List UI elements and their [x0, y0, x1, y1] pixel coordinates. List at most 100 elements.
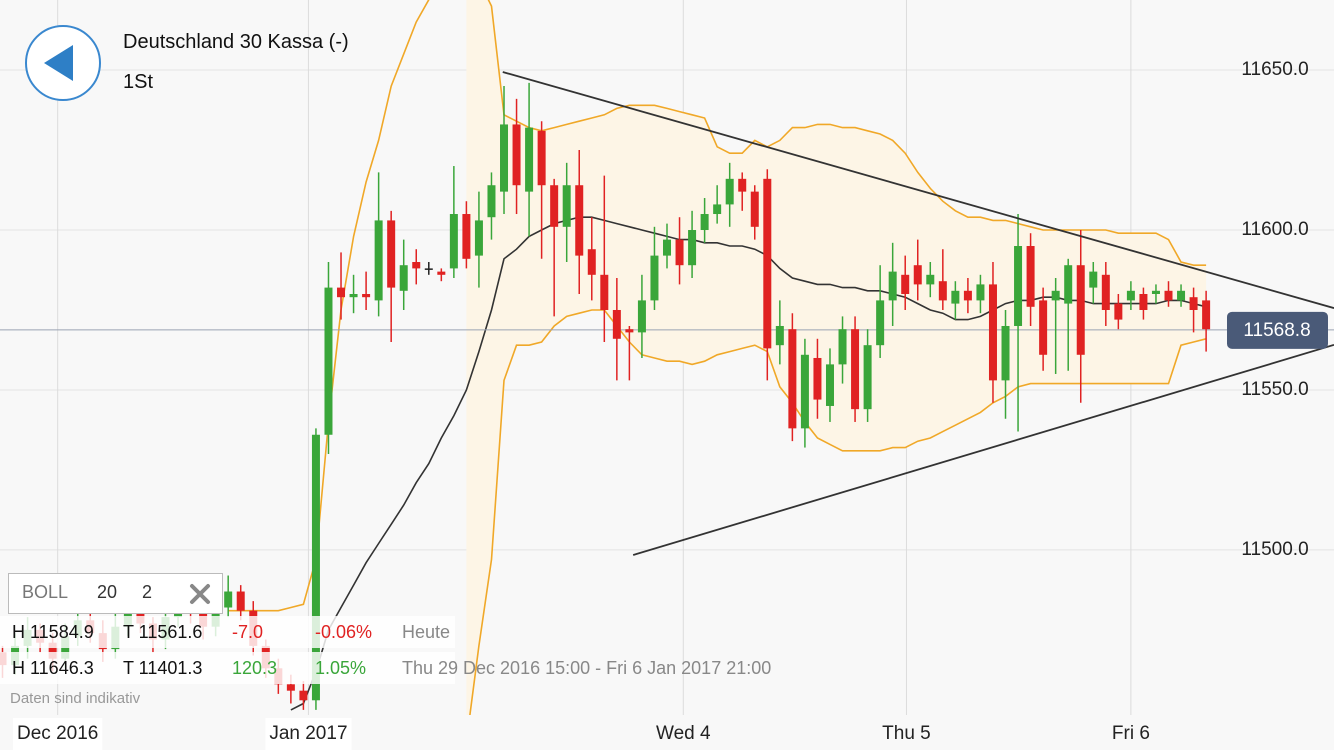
candle-body: [1202, 300, 1211, 330]
candle-body: [324, 287, 333, 435]
x-tick-label: Thu 5: [882, 723, 931, 744]
candle-body: [763, 178, 772, 349]
candle-body: [1089, 271, 1098, 288]
candle-body: [424, 268, 433, 270]
stat-change: 120.3: [232, 658, 278, 678]
x-tick-label: Fri 6: [1112, 723, 1150, 744]
candle-body: [550, 185, 559, 227]
candle-body: [713, 204, 722, 215]
candle-body: [500, 124, 509, 192]
y-tick-label: 11500.0: [1241, 539, 1308, 560]
candle-body: [562, 185, 571, 227]
stat-range: Heute: [402, 622, 451, 642]
stat-change: -7.0: [232, 622, 264, 642]
candle-body: [725, 178, 734, 205]
back-arrow: [44, 45, 73, 81]
candle-body: [813, 357, 822, 400]
candle-body: [926, 274, 935, 285]
stats-panel: H 11584.9 T 11561.6 -7.0 -0.06% Heute H …: [0, 616, 820, 688]
candle-body: [750, 191, 759, 227]
candle-body: [1189, 297, 1198, 310]
candle-body: [575, 185, 584, 256]
stat-low: T 11561.6: [123, 622, 203, 642]
candle-body: [387, 220, 396, 288]
bollinger-upper: [228, 0, 1207, 612]
candle-body: [1026, 246, 1035, 307]
candle-body: [863, 345, 872, 410]
candle-body: [913, 265, 922, 285]
candle-body: [1101, 274, 1110, 310]
bollinger-lower: [469, 309, 1207, 715]
candle-body: [349, 293, 358, 298]
indicator-name: BOLL: [22, 582, 69, 602]
candle-body: [888, 271, 897, 301]
candle-body: [775, 325, 784, 346]
x-tick-label: Dec 2016: [17, 723, 98, 744]
x-label-bg: [13, 718, 103, 750]
stat-percent: 1.05%: [315, 658, 367, 678]
candle-body: [663, 239, 671, 256]
candle-body: [700, 214, 709, 231]
candle-body: [1064, 265, 1073, 304]
candle-body: [988, 284, 997, 381]
stats-row: H 11646.3 T 11401.3 120.3 1.05% Thu 29 D…: [0, 652, 771, 684]
candle-body: [587, 249, 596, 275]
interval[interactable]: 1St: [123, 71, 154, 93]
candle-body: [612, 309, 621, 339]
candle-body: [876, 300, 885, 346]
close-icon: [190, 584, 210, 604]
candle-body: [675, 239, 684, 266]
candle-body: [512, 124, 521, 186]
stat-range: Thu 29 Dec 2016 15:00 - Fri 6 Jan 2017 2…: [402, 658, 772, 678]
candle-body: [963, 290, 972, 301]
candle-body: [1151, 290, 1160, 294]
candle-body: [1014, 246, 1023, 326]
candle-body: [224, 591, 233, 608]
candle-body: [600, 274, 609, 310]
last-price-label: 11568.8: [1243, 320, 1310, 341]
stat-high: H 11646.3: [12, 658, 94, 678]
x-label-bg: [265, 718, 352, 750]
candle-body: [362, 293, 371, 298]
stat-low: T 11401.3: [123, 658, 203, 678]
candle-body: [951, 290, 960, 304]
y-tick-label: 11550.0: [1241, 379, 1308, 400]
candle-body: [1076, 265, 1085, 355]
candle-body: [637, 300, 646, 333]
candle-body: [236, 591, 245, 611]
indicator-deviation: 2: [142, 582, 153, 602]
candle-body: [412, 262, 421, 269]
candle-body: [800, 354, 809, 429]
trend-line: [632, 344, 1334, 556]
indicator-box[interactable]: BOLL 20 2: [8, 573, 223, 614]
indicator-period: 20: [97, 582, 118, 602]
candle-body: [487, 185, 496, 218]
candle-body: [650, 255, 659, 301]
candle-body: [851, 329, 860, 410]
candle-body: [525, 127, 534, 192]
candle-body: [788, 329, 797, 429]
candle-body: [1001, 325, 1010, 381]
candle-body: [688, 230, 697, 266]
candle-body: [901, 274, 910, 294]
back-button[interactable]: [23, 23, 103, 103]
candle-body: [976, 284, 985, 301]
candle-body: [1051, 290, 1060, 301]
candle-body: [374, 220, 383, 301]
candle-body: [738, 178, 747, 192]
x-tick-label: Wed 4: [656, 723, 711, 744]
candle-body: [1177, 290, 1186, 301]
candle-body: [1164, 290, 1173, 301]
candle-body: [474, 220, 483, 256]
candle-body: [938, 281, 947, 301]
instrument-title: Deutschland 30 Kassa (-): [123, 31, 349, 53]
stat-percent: -0.06%: [315, 622, 373, 642]
candle-body: [625, 329, 634, 333]
stats-row: H 11584.9 T 11561.6 -7.0 -0.06% Heute: [0, 616, 455, 648]
candle-body: [311, 434, 320, 701]
remove-indicator[interactable]: [189, 583, 211, 605]
candle-body: [299, 690, 308, 701]
x-tick-label: Jan 2017: [269, 723, 347, 744]
candle-body: [825, 364, 834, 406]
